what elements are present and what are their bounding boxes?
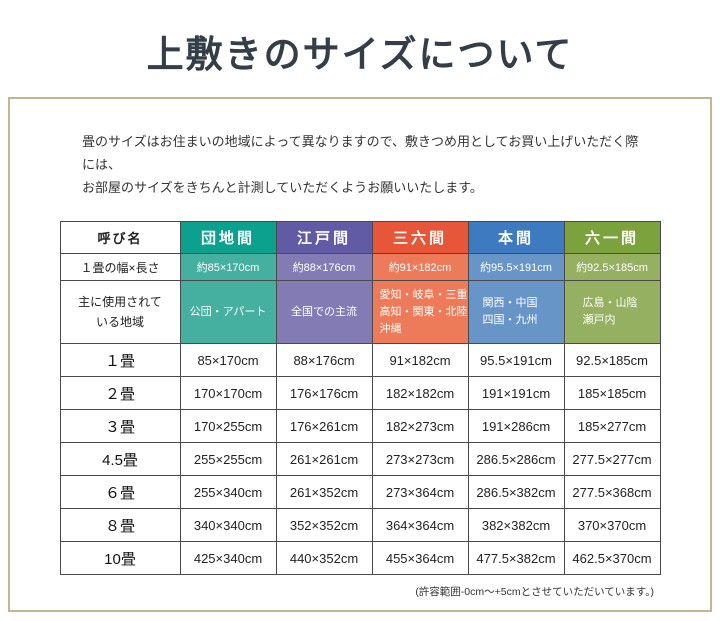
size-cell: 455×364cm (371, 541, 469, 576)
size-row-label: ８畳 (59, 508, 181, 543)
region-cell: 全国での主流 (275, 280, 373, 345)
size-cell: 92.5×185cm (563, 343, 661, 378)
size-cell: 176×176cm (275, 376, 373, 411)
size-cell: 352×352cm (275, 508, 373, 543)
size-cell: 273×364cm (371, 475, 469, 510)
size-row: 4.5畳 255×255cm 261×261cm 273×273cm 286.5… (59, 442, 661, 477)
size-row: ６畳 255×340cm 261×352cm 273×364cm 286.5×3… (59, 475, 661, 510)
size-cell: 182×273cm (371, 409, 469, 444)
approx-size-cell: 約91×182cm (371, 253, 469, 282)
size-cell: 191×286cm (467, 409, 565, 444)
column-header-danchima: 団地間 (179, 221, 277, 255)
size-row: ３畳 170×255cm 176×261cm 182×273cm 191×286… (59, 409, 661, 444)
size-cell: 91×182cm (371, 343, 469, 378)
size-cell: 277.5×368cm (563, 475, 661, 510)
size-cell: 255×340cm (179, 475, 277, 510)
size-row-label: １畳 (59, 343, 181, 378)
size-cell: 382×382cm (467, 508, 565, 543)
size-row-label: ３畳 (59, 409, 181, 444)
intro-line-1: 畳のサイズはお住まいの地域によって異なりますので、敷きつめ用としてお買い上げいた… (82, 134, 639, 172)
region-cell: 愛知・岐阜・三重 高知・関東・北陸 沖縄 (371, 280, 469, 345)
tolerance-note: (許容範囲-0cm～+5cmとさせていただいています。) (415, 586, 654, 599)
header-row: 呼び名 団地間 江戸間 三六間 本間 六一間 (59, 221, 661, 255)
size-cell: 255×255cm (179, 442, 277, 477)
size-cell: 261×352cm (275, 475, 373, 510)
intro-line-2: お部屋のサイズをきちんと計測していただくようお願いいたします。 (82, 179, 483, 195)
size-cell: 286.5×286cm (467, 442, 565, 477)
intro-text: 畳のサイズはお住まいの地域によって異なりますので、敷きつめ用としてお買い上げいた… (82, 131, 640, 199)
approx-size-cell: 約95.5×191cm (467, 253, 565, 282)
column-header-saburokuma: 三六間 (371, 221, 469, 255)
size-cell: 477.5×382cm (467, 541, 565, 576)
size-cell: 370×370cm (563, 508, 661, 543)
size-cell: 462.5×370cm (563, 541, 661, 576)
size-cell: 425×340cm (179, 541, 277, 576)
corner-header: 呼び名 (59, 221, 181, 255)
page-title: 上敷きのサイズについて (146, 35, 574, 76)
approx-size-row: １畳の幅×長さ 約85×170cm 約88×176cm 約91×182cm 約9… (59, 253, 661, 282)
size-row-label: ２畳 (59, 376, 181, 411)
column-header-rokuichima: 六一間 (563, 221, 661, 255)
size-row: ８畳 340×340cm 352×352cm 364×364cm 382×382… (59, 508, 661, 543)
size-row-label: 10畳 (59, 541, 181, 576)
size-row: ２畳 170×170cm 176×176cm 182×182cm 191×191… (59, 376, 661, 411)
size-cell: 364×364cm (371, 508, 469, 543)
size-row: １畳 85×170cm 88×176cm 91×182cm 95.5×191cm… (59, 343, 661, 378)
region-row-label: 主に使用されて いる地域 (59, 280, 181, 345)
size-cell: 88×176cm (275, 343, 373, 378)
region-cell: 公団・アパート (179, 280, 277, 345)
column-header-edoma: 江戸間 (275, 221, 373, 255)
size-cell: 261×261cm (275, 442, 373, 477)
approx-size-cell: 約92.5×185cm (563, 253, 661, 282)
size-row-label: ６畳 (59, 475, 181, 510)
size-cell: 182×182cm (371, 376, 469, 411)
size-cell: 85×170cm (179, 343, 277, 378)
region-cell: 関西・中国 四国・九州 (467, 280, 565, 345)
tatami-size-table: 呼び名 団地間 江戸間 三六間 本間 六一間 １畳の幅×長さ 約85×170cm… (59, 221, 661, 576)
size-cell: 185×185cm (563, 376, 661, 411)
region-row: 主に使用されて いる地域 公団・アパート 全国での主流 愛知・岐阜・三重 高知・… (59, 280, 661, 345)
approx-size-cell: 約88×176cm (275, 253, 373, 282)
approx-size-row-label: １畳の幅×長さ (59, 253, 181, 282)
size-cell: 191×191cm (467, 376, 565, 411)
content-frame: 畳のサイズはお住まいの地域によって異なりますので、敷きつめ用としてお買い上げいた… (8, 97, 712, 612)
size-cell: 170×255cm (179, 409, 277, 444)
column-header-honma: 本間 (467, 221, 565, 255)
size-cell: 176×261cm (275, 409, 373, 444)
size-cell: 340×340cm (179, 508, 277, 543)
size-cell: 286.5×382cm (467, 475, 565, 510)
size-cell: 277.5×277cm (563, 442, 661, 477)
region-cell: 広島・山陰 瀬戸内 (563, 280, 661, 345)
size-row: 10畳 425×340cm 440×352cm 455×364cm 477.5×… (59, 541, 661, 576)
size-cell: 273×273cm (371, 442, 469, 477)
size-cell: 185×277cm (563, 409, 661, 444)
size-cell: 95.5×191cm (467, 343, 565, 378)
size-cell: 170×170cm (179, 376, 277, 411)
size-row-label: 4.5畳 (59, 442, 181, 477)
approx-size-cell: 約85×170cm (179, 253, 277, 282)
size-cell: 440×352cm (275, 541, 373, 576)
